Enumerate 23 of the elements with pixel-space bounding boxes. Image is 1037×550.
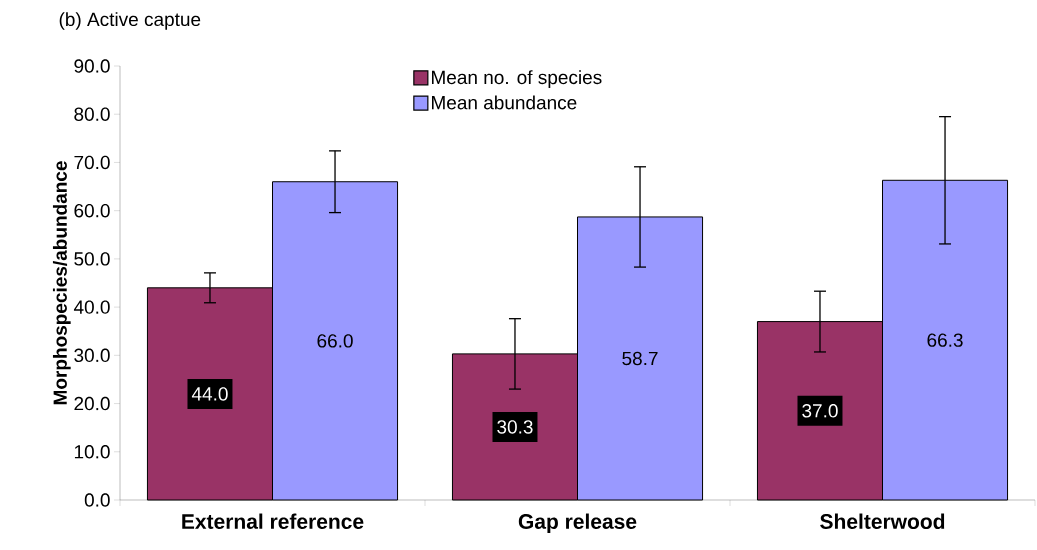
x-tick-label: Shelterwood xyxy=(820,513,945,529)
data-label: 44.0 xyxy=(191,387,228,401)
x-tick-label: External reference xyxy=(182,513,364,529)
y-tick-label: 40.0 xyxy=(73,300,110,314)
data-label: 66.3 xyxy=(927,333,963,347)
x-tick-label: Gap release xyxy=(518,513,637,534)
y-tick-label: 10.0 xyxy=(74,445,110,459)
y-tick-label: 30.0 xyxy=(74,348,110,363)
y-tick-label: 60.0 xyxy=(74,203,110,218)
chart-title: (b) Active captue xyxy=(59,12,201,30)
y-tick-label: 70.0 xyxy=(74,155,110,170)
y-tick-label: 0.0 xyxy=(84,493,110,507)
legend-label: Mean abundance xyxy=(432,95,577,110)
data-label: 30.3 xyxy=(497,420,533,434)
data-label: 37.0 xyxy=(802,404,838,418)
y-tick-label: 20.0 xyxy=(74,396,110,411)
y-axis-title: Morphospecies/abundance xyxy=(52,161,71,405)
y-tick-label: 90.0 xyxy=(74,59,110,73)
data-label: 66.0 xyxy=(317,334,353,348)
y-tick-label: 80.0 xyxy=(74,107,110,121)
y-tick-label: 50.0 xyxy=(74,252,110,266)
legend-label: Mean no. of species xyxy=(432,70,602,88)
data-label: 58.7 xyxy=(622,351,658,366)
